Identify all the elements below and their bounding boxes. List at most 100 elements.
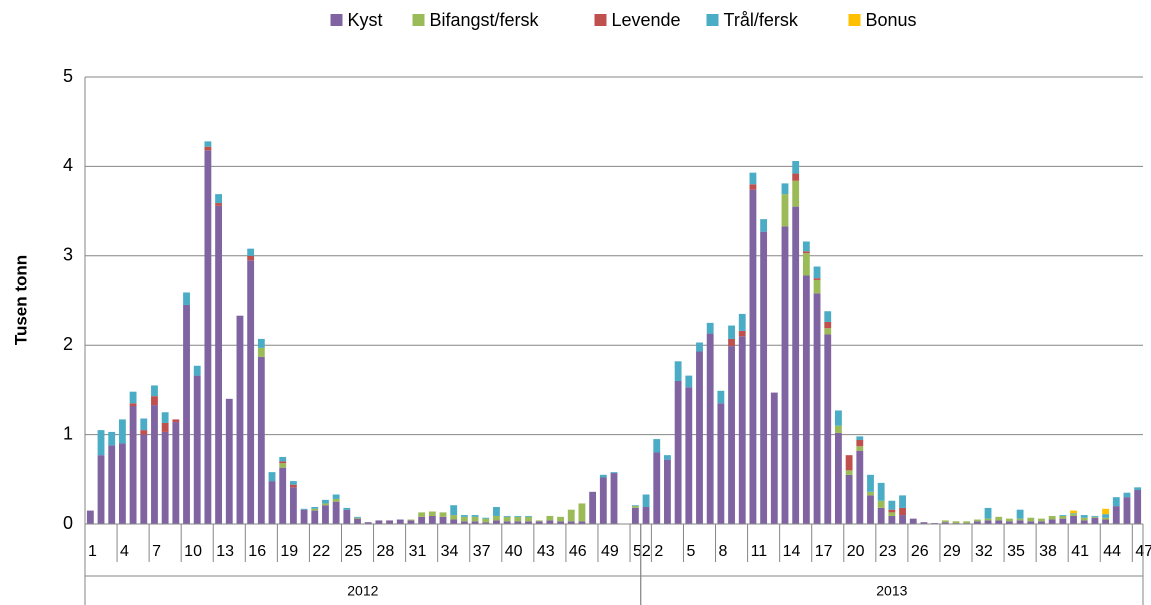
bar-segment bbox=[760, 219, 768, 232]
bar-segment bbox=[877, 482, 885, 501]
bar-segment bbox=[845, 455, 853, 471]
x-tick-label: 37 bbox=[473, 543, 491, 560]
bar-segment bbox=[525, 515, 532, 517]
x-tick-label: 7 bbox=[152, 543, 161, 560]
bar-segment bbox=[204, 150, 212, 525]
bar-segment bbox=[140, 418, 148, 431]
bar-segment bbox=[664, 455, 671, 460]
bar-segment bbox=[1112, 497, 1120, 507]
bar-segment bbox=[471, 515, 479, 517]
bar-segment bbox=[631, 505, 639, 507]
bar-segment bbox=[257, 356, 265, 524]
bar-segment bbox=[835, 432, 842, 524]
bar-segment bbox=[728, 325, 735, 339]
bar-segment bbox=[888, 515, 896, 524]
bar-segment bbox=[813, 266, 821, 279]
bar-segment bbox=[193, 365, 201, 376]
bar-segment bbox=[525, 521, 532, 524]
legend-swatch bbox=[848, 14, 861, 26]
bar-segment bbox=[268, 472, 276, 482]
bar-segment bbox=[1016, 509, 1024, 519]
bar-segment bbox=[354, 516, 361, 518]
x-tick-label: 46 bbox=[569, 543, 587, 560]
bar-segment bbox=[1027, 517, 1035, 522]
y-axis-label: Tusen tonn bbox=[11, 255, 30, 345]
bar-segment bbox=[86, 510, 94, 524]
legend-label: Bonus bbox=[866, 10, 917, 30]
bar-segment bbox=[813, 279, 821, 294]
bar-segment bbox=[813, 278, 821, 280]
bar-segment bbox=[364, 522, 372, 524]
bar-segment bbox=[1102, 514, 1110, 518]
bar-segment bbox=[332, 494, 340, 499]
bar-segment bbox=[396, 519, 404, 524]
bar-segment bbox=[728, 338, 735, 347]
bar-segment bbox=[225, 398, 233, 524]
x-tick-label: 13 bbox=[216, 543, 234, 560]
bar-segment bbox=[1005, 521, 1013, 524]
bar-segment bbox=[439, 516, 447, 524]
bar-segment bbox=[172, 419, 180, 423]
bar-segment bbox=[1048, 519, 1056, 524]
bar-segment bbox=[802, 241, 810, 252]
group-label: 2012 bbox=[347, 583, 378, 599]
bar-segment bbox=[279, 456, 287, 462]
bar-segment bbox=[696, 351, 703, 524]
bar-segment bbox=[289, 481, 297, 485]
bar-segment bbox=[471, 521, 479, 524]
bar-segment bbox=[1038, 518, 1045, 522]
bar-segment bbox=[1048, 515, 1056, 520]
bar-segment bbox=[450, 519, 458, 524]
bar-segment bbox=[535, 520, 543, 522]
bar-segment bbox=[1102, 519, 1110, 524]
bar-segment bbox=[204, 146, 212, 151]
bar-segment bbox=[407, 519, 415, 521]
bar-segment bbox=[578, 503, 586, 522]
x-tick-label: 23 bbox=[879, 543, 897, 560]
bar-segment bbox=[835, 410, 842, 426]
bar-segment bbox=[781, 226, 789, 524]
bar-segment bbox=[557, 521, 564, 524]
bar-segment bbox=[546, 520, 554, 524]
legend-swatch bbox=[594, 14, 607, 26]
bar-segment bbox=[1059, 515, 1067, 516]
bar-segment bbox=[482, 517, 490, 519]
bar-segment bbox=[1102, 517, 1110, 520]
x-tick-label: 44 bbox=[1103, 543, 1121, 560]
bar-segment bbox=[332, 501, 340, 524]
bar-segment bbox=[995, 516, 1003, 521]
bar-segment bbox=[835, 425, 842, 433]
bar-segment bbox=[899, 515, 906, 524]
x-tick-label: 41 bbox=[1071, 543, 1089, 560]
bar-segment bbox=[792, 180, 800, 207]
bar-segment bbox=[183, 304, 190, 524]
x-tick-label: 40 bbox=[505, 543, 523, 560]
bar-segment bbox=[717, 403, 725, 524]
bar-segment bbox=[129, 405, 137, 524]
x-tick-label: 16 bbox=[248, 543, 266, 560]
bar-segment bbox=[856, 439, 864, 447]
bar-segment bbox=[460, 515, 468, 517]
y-tick-label: 0 bbox=[63, 513, 73, 533]
bar-segment bbox=[108, 431, 116, 446]
bar-segment bbox=[653, 439, 661, 453]
bar-segment bbox=[1123, 497, 1131, 524]
y-tick-label: 2 bbox=[63, 334, 73, 354]
bar-segment bbox=[642, 494, 650, 508]
bar-segment bbox=[599, 477, 607, 524]
x-tick-label: 2 bbox=[654, 543, 663, 560]
group-label: 2013 bbox=[876, 583, 907, 599]
bar-segment bbox=[289, 484, 297, 488]
bar-segment bbox=[428, 511, 436, 516]
x-tick-label: 35 bbox=[1007, 543, 1025, 560]
bar-segment bbox=[428, 515, 436, 524]
bar-segment bbox=[802, 251, 810, 254]
bar-segment bbox=[963, 521, 971, 524]
x-tick-label: 28 bbox=[377, 543, 395, 560]
bar-segment bbox=[354, 517, 361, 519]
bar-segment bbox=[161, 422, 169, 432]
bar-segment bbox=[1016, 520, 1024, 524]
bar-segment bbox=[856, 450, 864, 524]
bar-segment bbox=[129, 391, 137, 404]
